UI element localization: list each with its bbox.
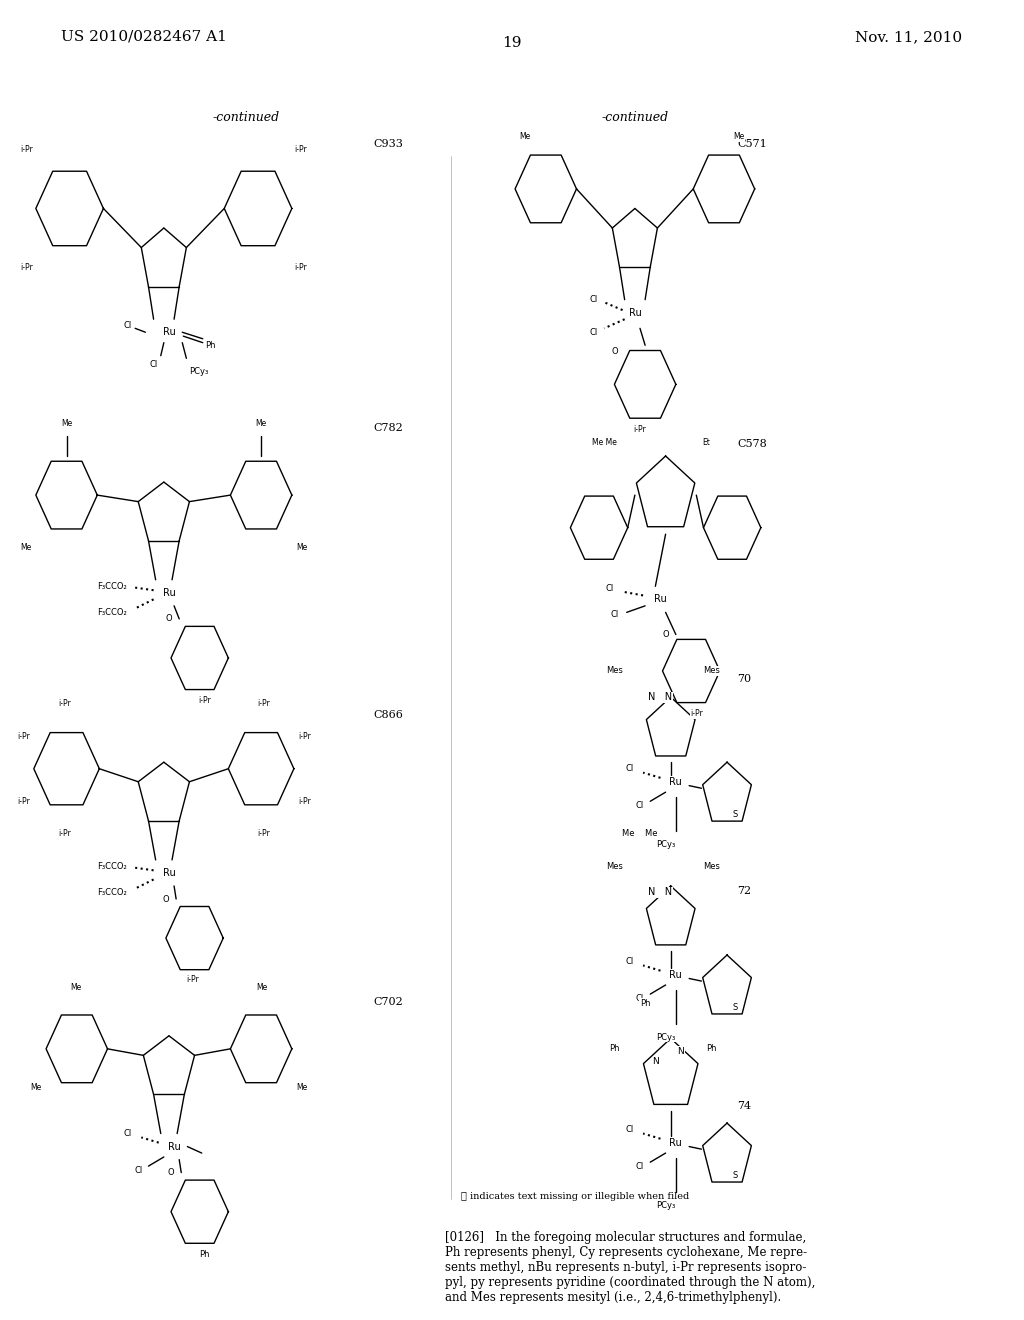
Text: Cl: Cl bbox=[610, 610, 618, 619]
Text: C782: C782 bbox=[374, 424, 403, 433]
Text: 70: 70 bbox=[737, 673, 752, 684]
Text: N: N bbox=[652, 1057, 658, 1067]
Text: Cl: Cl bbox=[150, 360, 158, 370]
Text: S: S bbox=[732, 1171, 738, 1180]
Text: Me: Me bbox=[256, 418, 266, 428]
Text: Me Me: Me Me bbox=[592, 438, 616, 447]
Text: Cl: Cl bbox=[626, 764, 634, 774]
Text: Cl: Cl bbox=[636, 801, 644, 809]
Text: 74: 74 bbox=[737, 1101, 752, 1111]
Text: C933: C933 bbox=[374, 140, 403, 149]
Text: [0126]   In the foregoing molecular structures and formulae,
Ph represents pheny: [0126] In the foregoing molecular struct… bbox=[445, 1232, 816, 1304]
Text: O: O bbox=[163, 895, 169, 903]
Text: Me: Me bbox=[297, 1084, 307, 1093]
Text: Cl: Cl bbox=[590, 296, 598, 304]
Text: i-Pr: i-Pr bbox=[295, 263, 307, 272]
Text: C571: C571 bbox=[737, 140, 767, 149]
Text: Ru: Ru bbox=[629, 308, 641, 318]
Text: Ru: Ru bbox=[670, 970, 682, 979]
Text: F₃CCO₂: F₃CCO₂ bbox=[97, 582, 127, 591]
Text: Et: Et bbox=[702, 438, 711, 447]
Text: Ph: Ph bbox=[640, 999, 650, 1007]
Text: Cl: Cl bbox=[636, 994, 644, 1002]
Text: Me: Me bbox=[20, 543, 31, 552]
Text: 72: 72 bbox=[737, 886, 752, 896]
Text: Ru: Ru bbox=[163, 869, 175, 878]
Text: Cl: Cl bbox=[134, 1166, 142, 1175]
Text: N: N bbox=[678, 1047, 684, 1056]
Text: -continued: -continued bbox=[212, 111, 280, 124]
Text: PCy₃: PCy₃ bbox=[189, 367, 209, 376]
Text: Me: Me bbox=[61, 418, 72, 428]
Text: PCy₃: PCy₃ bbox=[656, 840, 675, 849]
Text: Ru: Ru bbox=[670, 776, 682, 787]
Text: Mes: Mes bbox=[703, 862, 720, 871]
Text: Me: Me bbox=[734, 132, 744, 141]
Text: Ph: Ph bbox=[707, 1044, 717, 1053]
Text: Ru: Ru bbox=[670, 1138, 682, 1147]
Text: Nov. 11, 2010: Nov. 11, 2010 bbox=[855, 30, 963, 44]
Text: Ru: Ru bbox=[654, 594, 667, 605]
Text: Me    Me: Me Me bbox=[623, 829, 657, 838]
Text: Me: Me bbox=[257, 983, 267, 993]
Text: C702: C702 bbox=[374, 997, 403, 1007]
Text: i-Pr: i-Pr bbox=[634, 425, 646, 434]
Text: Ph: Ph bbox=[205, 341, 215, 350]
Text: i-Pr: i-Pr bbox=[298, 731, 310, 741]
Text: Ru: Ru bbox=[168, 1142, 180, 1151]
Text: Mes: Mes bbox=[606, 862, 623, 871]
Text: C578: C578 bbox=[737, 440, 767, 449]
Text: Cl: Cl bbox=[626, 957, 634, 966]
Text: i-Pr: i-Pr bbox=[58, 700, 71, 708]
Text: i-Pr: i-Pr bbox=[295, 145, 307, 154]
Text: i-Pr: i-Pr bbox=[199, 697, 211, 705]
Text: i-Pr: i-Pr bbox=[257, 829, 269, 838]
Text: S: S bbox=[732, 1003, 738, 1011]
Text: F₃CCO₂: F₃CCO₂ bbox=[97, 609, 127, 616]
Text: i-Pr: i-Pr bbox=[186, 975, 199, 985]
Text: i-Pr: i-Pr bbox=[58, 829, 71, 838]
Text: Me: Me bbox=[520, 132, 530, 141]
Text: i-Pr: i-Pr bbox=[298, 797, 310, 805]
Text: Ru: Ru bbox=[163, 587, 175, 598]
Text: F₃CCO₂: F₃CCO₂ bbox=[97, 888, 127, 898]
Text: Ⓡ indicates text missing or illegible when filed: Ⓡ indicates text missing or illegible wh… bbox=[461, 1192, 689, 1201]
Text: -continued: -continued bbox=[601, 111, 669, 124]
Text: Cl: Cl bbox=[124, 1129, 132, 1138]
Text: S: S bbox=[732, 809, 738, 818]
Text: 19: 19 bbox=[502, 37, 522, 50]
Text: O: O bbox=[168, 1168, 174, 1177]
Text: Cl: Cl bbox=[636, 1162, 644, 1171]
Text: O: O bbox=[166, 614, 172, 623]
Text: Me: Me bbox=[71, 983, 81, 993]
Text: Me: Me bbox=[31, 1084, 41, 1093]
Text: i-Pr: i-Pr bbox=[17, 731, 30, 741]
Text: C866: C866 bbox=[374, 710, 403, 721]
Text: Me: Me bbox=[297, 543, 307, 552]
Text: i-Pr: i-Pr bbox=[20, 145, 33, 154]
Text: F₃CCO₂: F₃CCO₂ bbox=[97, 862, 127, 871]
Text: O: O bbox=[663, 630, 669, 639]
Text: i-Pr: i-Pr bbox=[690, 709, 702, 718]
Text: Cl: Cl bbox=[590, 327, 598, 337]
Text: US 2010/0282467 A1: US 2010/0282467 A1 bbox=[61, 30, 227, 44]
Text: Cl: Cl bbox=[626, 1125, 634, 1134]
Text: N   N: N N bbox=[648, 692, 673, 702]
Text: Mes: Mes bbox=[606, 667, 623, 676]
Text: Mes: Mes bbox=[703, 667, 720, 676]
Text: Ph: Ph bbox=[200, 1250, 210, 1259]
Text: Ru: Ru bbox=[163, 327, 175, 337]
Text: Ph: Ph bbox=[609, 1044, 620, 1053]
Text: N   N: N N bbox=[648, 887, 673, 898]
Text: i-Pr: i-Pr bbox=[17, 797, 30, 805]
Text: PCy₃: PCy₃ bbox=[656, 1201, 675, 1209]
Text: O: O bbox=[611, 347, 617, 356]
Text: Cl: Cl bbox=[605, 585, 613, 594]
Text: Cl: Cl bbox=[124, 321, 132, 330]
Text: PCy₃: PCy₃ bbox=[656, 1032, 675, 1041]
Text: i-Pr: i-Pr bbox=[20, 263, 33, 272]
Text: i-Pr: i-Pr bbox=[257, 700, 269, 708]
